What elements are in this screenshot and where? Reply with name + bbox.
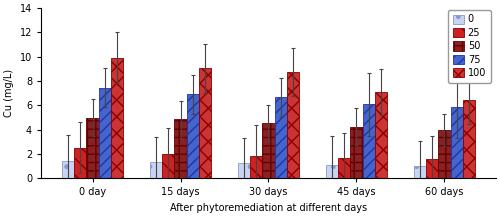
Bar [362, 104, 375, 178]
Bar [274, 97, 287, 178]
Bar [111, 58, 124, 178]
Legend: 0, 25, 50, 75, 100: 0, 25, 50, 75, 100 [448, 10, 491, 83]
Bar [450, 107, 463, 178]
Bar [338, 158, 350, 178]
Bar [438, 130, 450, 178]
Bar [162, 154, 174, 178]
Bar [463, 100, 475, 178]
Bar [375, 92, 387, 178]
Bar [426, 159, 438, 178]
Bar [174, 119, 186, 178]
Bar [238, 163, 250, 178]
Bar [287, 72, 300, 178]
Bar [98, 88, 111, 178]
Bar [250, 156, 262, 178]
Y-axis label: Cu (mg/L): Cu (mg/L) [4, 69, 14, 117]
Bar [326, 166, 338, 178]
Bar [262, 123, 274, 178]
Bar [74, 148, 86, 178]
X-axis label: After phytoremediation at different days: After phytoremediation at different days [170, 203, 367, 213]
Bar [186, 94, 199, 178]
Bar [150, 163, 162, 178]
Bar [86, 118, 99, 178]
Bar [414, 166, 426, 178]
Bar [350, 127, 362, 178]
Bar [199, 68, 211, 178]
Bar [62, 161, 74, 178]
